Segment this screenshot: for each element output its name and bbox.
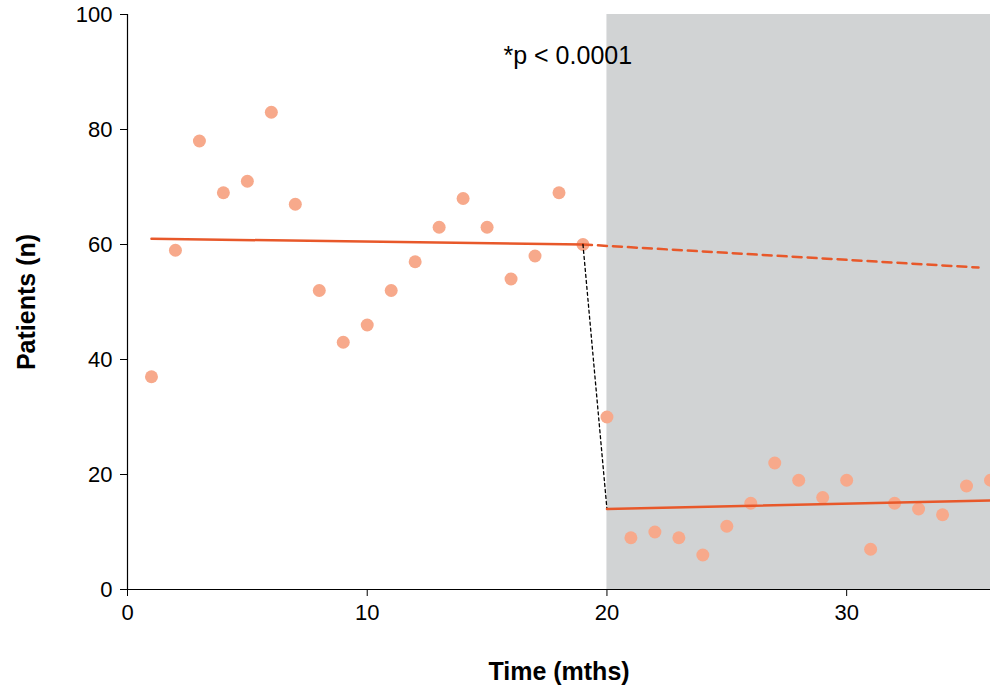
svg-text:*p < 0.0001: *p < 0.0001 bbox=[504, 41, 633, 69]
svg-text:20: 20 bbox=[595, 600, 619, 625]
svg-text:Patients (n): Patients (n) bbox=[12, 234, 40, 370]
svg-text:60: 60 bbox=[88, 232, 112, 257]
svg-text:40: 40 bbox=[88, 347, 112, 372]
svg-text:100: 100 bbox=[76, 2, 113, 27]
svg-text:30: 30 bbox=[834, 600, 858, 625]
svg-text:Time (mths): Time (mths) bbox=[488, 657, 629, 685]
svg-text:80: 80 bbox=[88, 117, 112, 142]
svg-text:10: 10 bbox=[355, 600, 379, 625]
svg-text:20: 20 bbox=[88, 462, 112, 487]
svg-text:0: 0 bbox=[121, 600, 133, 625]
svg-text:0: 0 bbox=[100, 577, 112, 602]
